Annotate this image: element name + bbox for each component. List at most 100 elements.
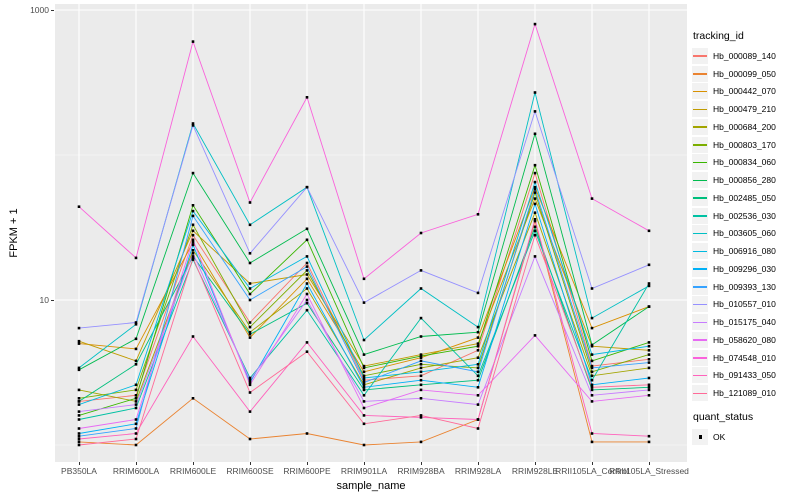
- data-point: [362, 443, 366, 447]
- x-tick-label: RRIM600LE: [169, 466, 217, 476]
- data-point: [305, 298, 309, 302]
- data-point: [77, 326, 81, 330]
- data-point: [362, 353, 366, 356]
- series-color-key-icon: [692, 65, 708, 82]
- data-point: [77, 437, 81, 441]
- data-point: [305, 292, 309, 296]
- data-point: [590, 386, 594, 389]
- data-point: [590, 316, 594, 320]
- data-point: [647, 386, 651, 389]
- data-point: [305, 238, 309, 242]
- data-point: [362, 364, 366, 368]
- data-point: [419, 378, 423, 382]
- legend-label-ok: OK: [713, 431, 726, 442]
- data-point: [248, 383, 252, 387]
- data-point: [248, 336, 252, 339]
- data-point: [533, 185, 537, 189]
- series-color-key-icon: [692, 101, 708, 118]
- series-color-line: [693, 215, 707, 217]
- x-tick-label: PB350LA: [61, 466, 97, 476]
- data-point: [476, 394, 480, 397]
- legend-entry: Hb_000479_210: [692, 100, 798, 118]
- data-point: [533, 255, 537, 258]
- legend-label: Hb_121089_010: [713, 388, 776, 399]
- data-point: [134, 422, 138, 426]
- data-point: [134, 403, 138, 406]
- data-point: [77, 397, 81, 400]
- data-point: [134, 388, 138, 392]
- data-point: [248, 378, 252, 382]
- series-color-line: [693, 108, 707, 111]
- legend-entry: Hb_091433_050: [692, 367, 798, 385]
- data-point: [476, 363, 480, 366]
- legend: tracking_id Hb_000089_140 Hb_000099_050 Hb…: [692, 30, 798, 446]
- legend-entry: Hb_006916_080: [692, 242, 798, 260]
- data-point: [590, 359, 594, 363]
- legend-entry: Hb_000684_200: [692, 118, 798, 136]
- data-point: [533, 229, 537, 233]
- series-color-key-icon: [692, 243, 708, 260]
- data-point: [77, 342, 81, 345]
- data-point: [305, 227, 309, 231]
- data-point: [533, 233, 537, 237]
- data-point: [533, 202, 537, 206]
- data-point: [77, 440, 81, 444]
- x-tick-mark: [421, 462, 422, 465]
- legend-entry: Hb_002536_030: [692, 207, 798, 225]
- x-tick-label: RRIM600SE: [226, 466, 274, 476]
- data-point: [533, 180, 537, 184]
- data-point: [134, 400, 138, 403]
- x-tick-mark: [649, 462, 650, 465]
- data-point: [77, 443, 81, 447]
- legend-label: Hb_000442_070: [713, 86, 776, 97]
- data-point: [191, 204, 195, 207]
- legend-entry: Hb_000856_280: [692, 171, 798, 189]
- data-point: [647, 383, 651, 387]
- series-color-line: [693, 392, 707, 395]
- data-point: [191, 255, 195, 258]
- data-point: [476, 325, 480, 329]
- data-point: [305, 341, 309, 344]
- data-point: [305, 432, 309, 435]
- data-point: [590, 353, 594, 356]
- data-point: [248, 287, 252, 290]
- data-point: [248, 325, 252, 329]
- data-point: [248, 330, 252, 334]
- series-color-line: [693, 144, 707, 146]
- legend-label: Hb_000684_200: [713, 121, 776, 132]
- data-point: [305, 273, 309, 276]
- data-point: [191, 397, 195, 400]
- x-tick-mark: [535, 462, 536, 465]
- series-color-line: [693, 90, 707, 93]
- data-point: [191, 335, 195, 338]
- legend-title-quant-status: quant_status: [693, 411, 754, 423]
- series-color-key-icon: [692, 385, 708, 402]
- data-point: [191, 252, 195, 255]
- data-point: [134, 323, 138, 326]
- data-point: [533, 211, 537, 214]
- data-point: [248, 252, 252, 255]
- data-point: [134, 397, 138, 400]
- data-point: [419, 354, 423, 358]
- x-tick-mark: [307, 462, 308, 465]
- data-point: [191, 238, 195, 242]
- data-point: [191, 258, 195, 261]
- data-point: [248, 298, 252, 302]
- series-color-line: [693, 73, 707, 75]
- series-color-line: [693, 55, 707, 57]
- data-point: [362, 406, 366, 410]
- data-point: [191, 209, 195, 213]
- data-point: [590, 370, 594, 374]
- data-point: [191, 122, 195, 125]
- data-point: [647, 284, 651, 288]
- data-point: [533, 22, 537, 26]
- series-color-line: [693, 321, 707, 324]
- x-axis-title: sample_name: [336, 480, 406, 492]
- data-point: [476, 386, 480, 389]
- series-color-key-icon: [692, 207, 708, 224]
- series-color-line: [693, 374, 707, 377]
- data-point: [590, 366, 594, 370]
- data-point: [476, 403, 480, 406]
- data-point: [476, 378, 480, 382]
- legend-entry-ok: OK: [692, 428, 798, 446]
